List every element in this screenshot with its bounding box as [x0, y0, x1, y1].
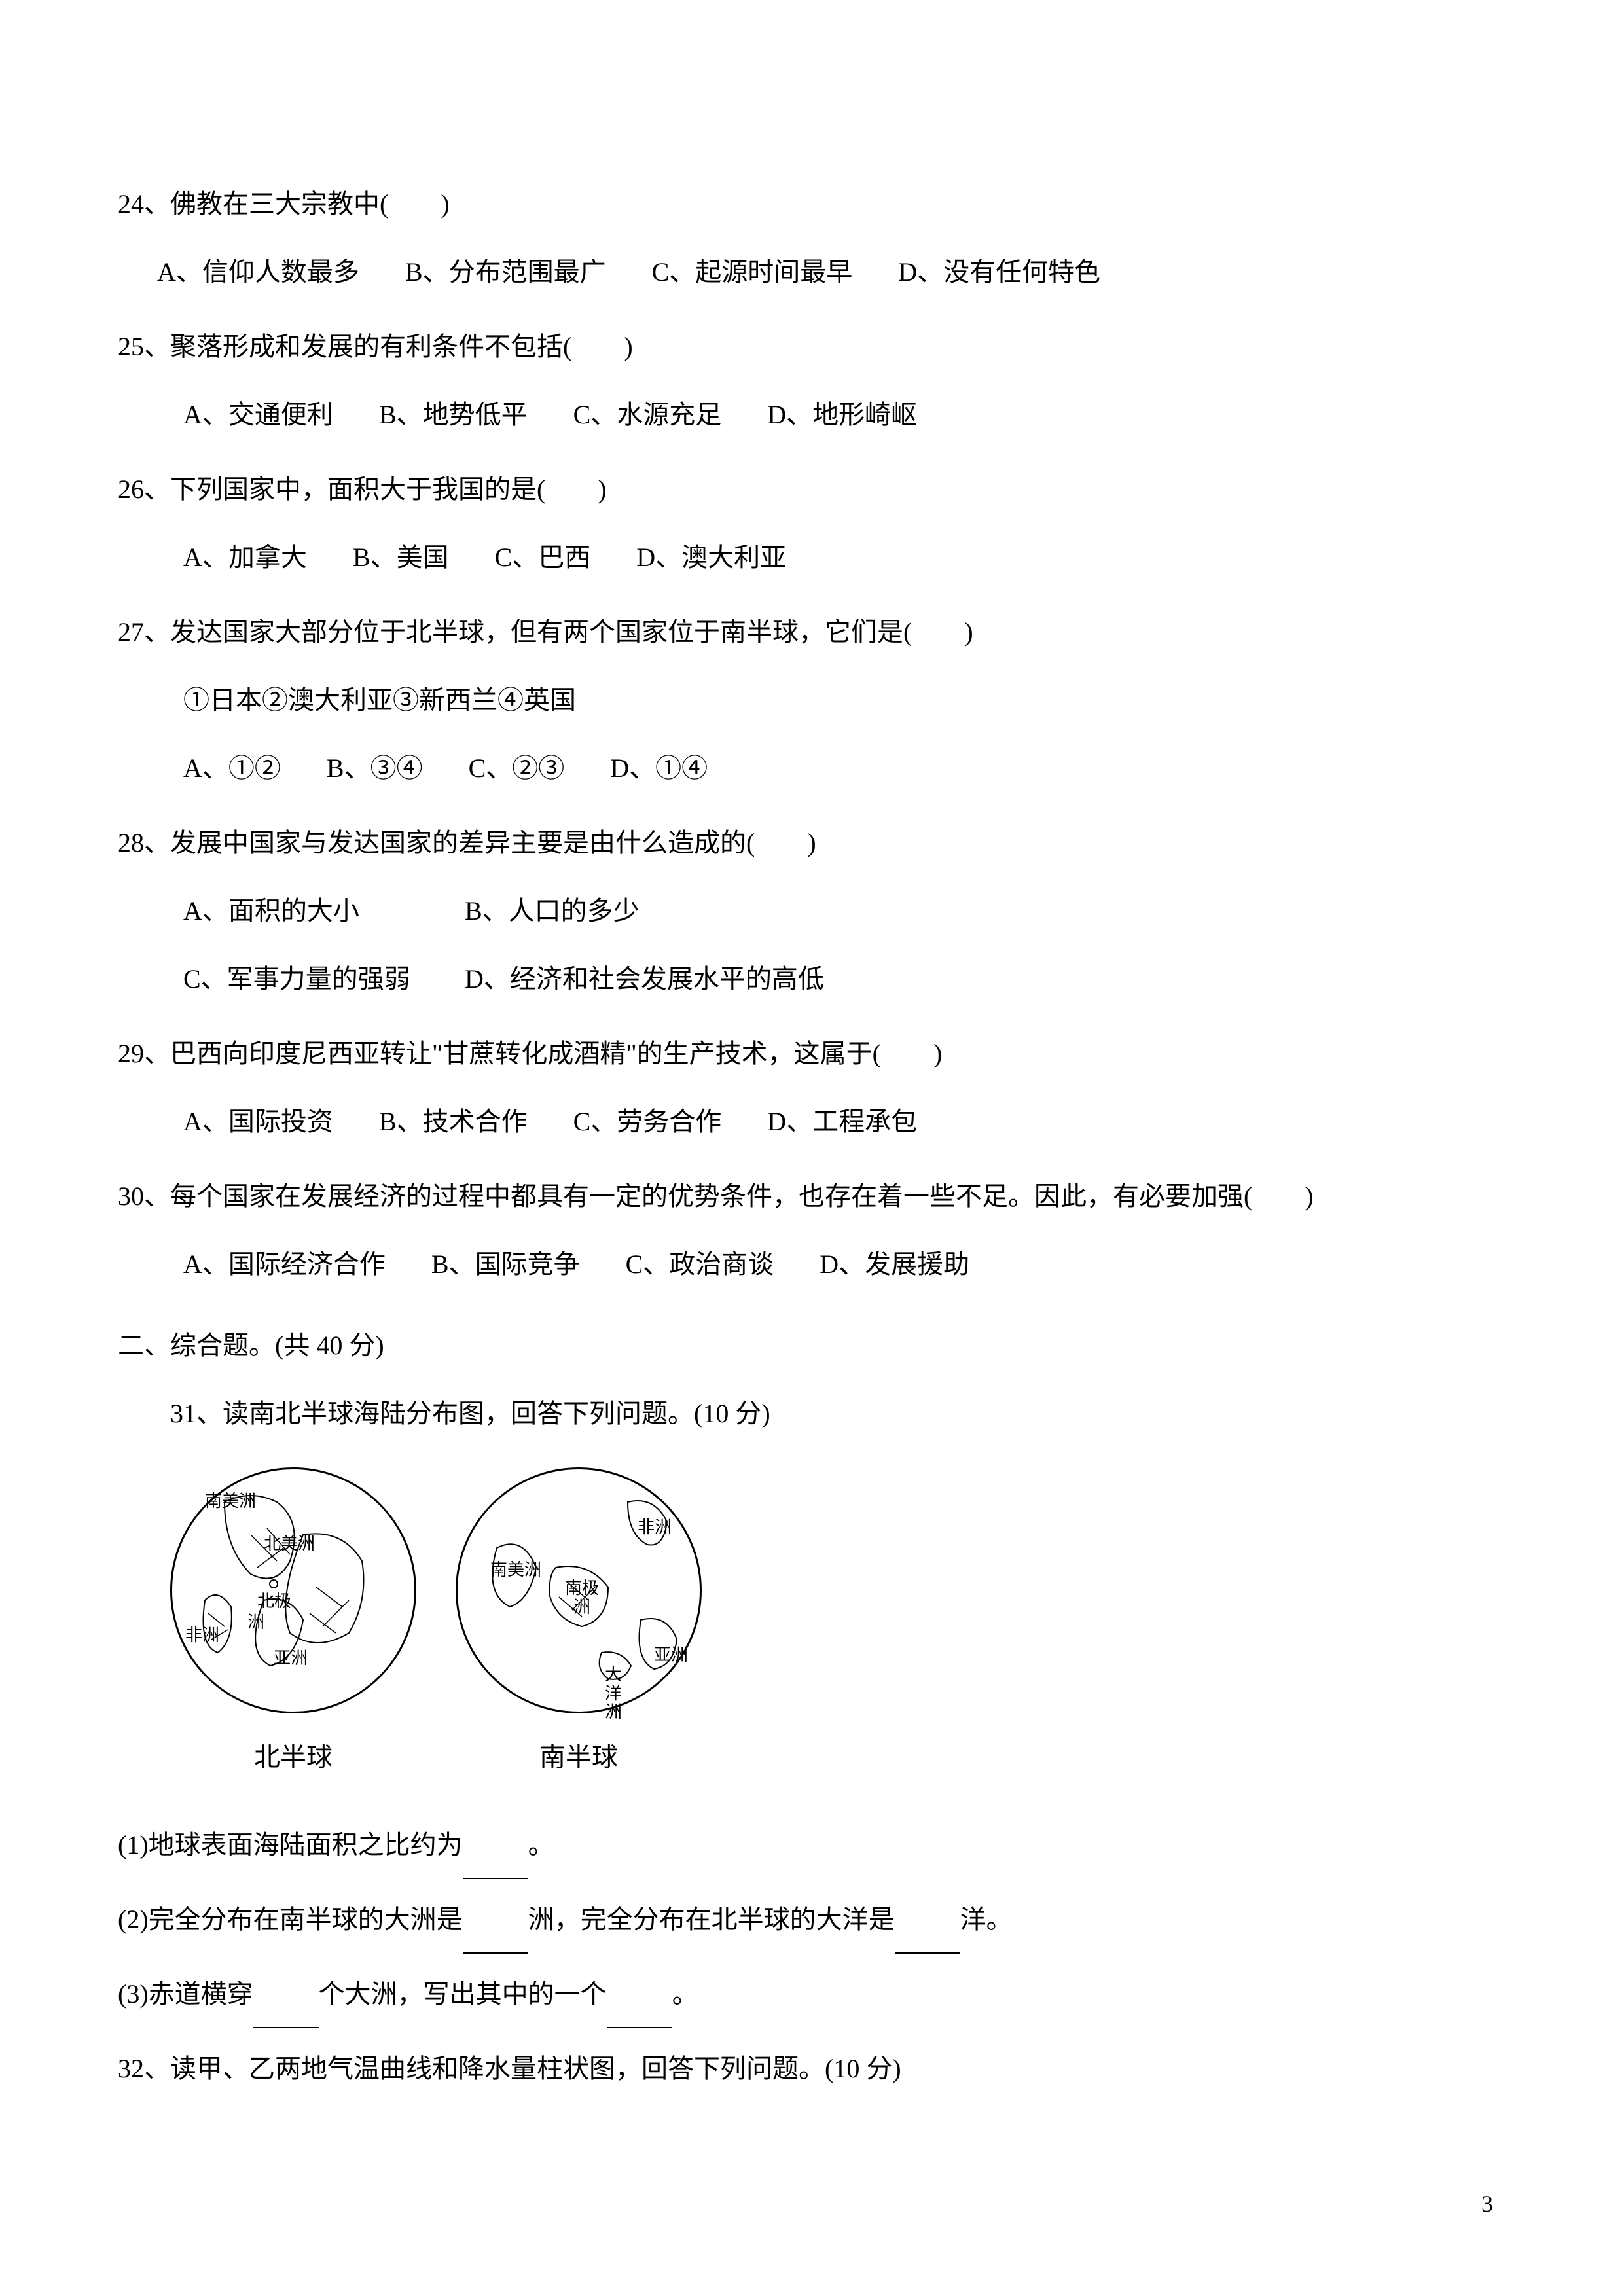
q31-sub3-blank1[interactable]	[253, 2001, 319, 2028]
north-label-as: 亚洲	[274, 1636, 308, 1681]
option-27-b: B、③④	[327, 734, 423, 802]
option-30-c: C、政治商谈	[626, 1230, 774, 1299]
option-26-a: A、加拿大	[183, 524, 307, 592]
north-hemisphere: 南美洲 北美洲 北极 洲 非洲 亚洲 北半球	[170, 1467, 416, 1791]
option-27-c: C、②③	[469, 734, 565, 802]
question-25-text: 25、聚落形成和发展的有利条件不包括( )	[118, 313, 1506, 381]
south-hemisphere-circle: 非洲 南美洲 南极洲 亚洲 大洋洲	[456, 1467, 702, 1713]
option-26-b: B、美国	[353, 524, 449, 592]
question-27-extra: ①日本②澳大利亚③新西兰④英国	[118, 666, 1506, 734]
question-26-options: A、加拿大 B、美国 C、巴西 D、澳大利亚	[118, 524, 1506, 592]
option-26-d: D、澳大利亚	[636, 524, 786, 592]
option-27-a: A、①②	[183, 734, 281, 802]
option-30-b: B、国际竞争	[431, 1230, 580, 1299]
question-27-options: A、①② B、③④ C、②③ D、①④	[118, 734, 1506, 802]
option-28-b: B、人口的多少	[465, 877, 640, 945]
page-number: 3	[1481, 2190, 1493, 2217]
north-hemisphere-label: 北半球	[254, 1723, 333, 1791]
question-29-text: 29、巴西向印度尼西亚转让"甘蔗转化成酒精"的生产技术，这属于( )	[118, 1020, 1506, 1088]
option-29-d: D、工程承包	[767, 1088, 917, 1156]
q31-sub2: (2)完全分布在南半球的大洲是 洲，完全分布在北半球的大洋是 洋。	[118, 1886, 1506, 1954]
south-label-au: 大洋洲	[605, 1666, 631, 1722]
south-label-sa: 南美洲	[490, 1548, 541, 1592]
option-30-d: D、发展援助	[820, 1230, 969, 1299]
question-27-text: 27、发达国家大部分位于北半球，但有两个国家位于南半球，它们是( )	[118, 598, 1506, 666]
option-28-c: C、军事力量的强弱	[183, 945, 419, 1013]
q31-sub2-post: 洋。	[960, 1905, 1013, 1934]
hemisphere-maps: 南美洲 北美洲 北极 洲 非洲 亚洲 北半球 非洲	[170, 1467, 1506, 1791]
option-25-b: B、地势低平	[379, 381, 528, 449]
question-30-text: 30、每个国家在发展经济的过程中都具有一定的优势条件，也存在着一些不足。因此，有…	[118, 1162, 1506, 1230]
option-28-d: D、经济和社会发展水平的高低	[465, 945, 824, 1013]
question-29: 29、巴西向印度尼西亚转让"甘蔗转化成酒精"的生产技术，这属于( ) A、国际投…	[118, 1020, 1506, 1156]
south-label-ant: 南极洲	[562, 1579, 602, 1617]
q31-sub3-blank2[interactable]	[607, 2001, 672, 2028]
q31-sub2-blank2[interactable]	[895, 1926, 960, 1954]
question-32-text: 32、读甲、乙两地气温曲线和降水量柱状图，回答下列问题。(10 分)	[118, 2035, 1506, 2103]
q31-sub3-pre: (3)赤道横穿	[118, 1979, 253, 2009]
north-hemisphere-circle: 南美洲 北美洲 北极 洲 非洲 亚洲	[170, 1467, 416, 1713]
south-label-af: 非洲	[638, 1505, 672, 1550]
question-31-text: 31、读南北半球海陆分布图，回答下列问题。(10 分)	[118, 1380, 1506, 1448]
question-25-options: A、交通便利 B、地势低平 C、水源充足 D、地形崎岖	[118, 381, 1506, 449]
question-24: 24、佛教在三大宗教中( ) A、信仰人数最多 B、分布范围最广 C、起源时间最…	[118, 170, 1506, 306]
question-26: 26、下列国家中，面积大于我国的是( ) A、加拿大 B、美国 C、巴西 D、澳…	[118, 456, 1506, 592]
q31-sub1-pre: (1)地球表面海陆面积之比约为	[118, 1830, 463, 1859]
question-28-text: 28、发展中国家与发达国家的差异主要是由什么造成的( )	[118, 809, 1506, 877]
south-hemisphere: 非洲 南美洲 南极洲 亚洲 大洋洲 南半球	[456, 1467, 702, 1791]
south-hemisphere-label: 南半球	[539, 1723, 618, 1791]
section-2-title: 二、综合题。(共 40 分)	[118, 1312, 1506, 1380]
q31-sub1-blank[interactable]	[463, 1852, 528, 1879]
south-label-as: 亚洲	[654, 1633, 688, 1677]
question-27: 27、发达国家大部分位于北半球，但有两个国家位于南半球，它们是( ) ①日本②澳…	[118, 598, 1506, 802]
question-28-options-row1: A、面积的大小 B、人口的多少	[118, 877, 1506, 945]
question-24-text: 24、佛教在三大宗教中( )	[118, 170, 1506, 238]
question-29-options: A、国际投资 B、技术合作 C、劳务合作 D、工程承包	[118, 1088, 1506, 1156]
option-29-c: C、劳务合作	[573, 1088, 722, 1156]
option-25-c: C、水源充足	[573, 381, 722, 449]
option-30-a: A、国际经济合作	[183, 1230, 386, 1299]
option-27-d: D、①④	[610, 734, 708, 802]
option-28-a: A、面积的大小	[183, 877, 419, 945]
question-30-options: A、国际经济合作 B、国际竞争 C、政治商谈 D、发展援助	[118, 1230, 1506, 1299]
north-label-na: 北美洲	[264, 1522, 315, 1566]
option-26-c: C、巴西	[495, 524, 591, 592]
question-28: 28、发展中国家与发达国家的差异主要是由什么造成的( ) A、面积的大小 B、人…	[118, 809, 1506, 1013]
question-28-options-row2: C、军事力量的强弱 D、经济和社会发展水平的高低	[118, 945, 1506, 1013]
option-29-b: B、技术合作	[379, 1088, 528, 1156]
north-label-eu: 洲	[247, 1600, 264, 1645]
option-24-d: D、没有任何特色	[898, 238, 1100, 306]
north-label-sa: 南美洲	[205, 1479, 256, 1524]
page-content: 24、佛教在三大宗教中( ) A、信仰人数最多 B、分布范围最广 C、起源时间最…	[0, 0, 1624, 2168]
option-25-d: D、地形崎岖	[767, 381, 917, 449]
q31-sub3-mid: 个大洲，写出其中的一个	[319, 1979, 607, 2009]
option-24-c: C、起源时间最早	[652, 238, 853, 306]
q31-sub3: (3)赤道横穿 个大洲，写出其中的一个 。	[118, 1960, 1506, 2028]
option-25-a: A、交通便利	[183, 381, 333, 449]
q31-sub2-mid: 洲，完全分布在北半球的大洋是	[528, 1905, 895, 1934]
north-label-af: 非洲	[185, 1613, 219, 1658]
q31-sub1: (1)地球表面海陆面积之比约为 。	[118, 1811, 1506, 1879]
option-24-a: A、信仰人数最多	[157, 238, 359, 306]
q31-sub2-blank1[interactable]	[463, 1926, 528, 1954]
q31-sub3-post: 。	[672, 1979, 698, 2009]
question-24-options: A、信仰人数最多 B、分布范围最广 C、起源时间最早 D、没有任何特色	[118, 238, 1506, 306]
question-30: 30、每个国家在发展经济的过程中都具有一定的优势条件，也存在着一些不足。因此，有…	[118, 1162, 1506, 1299]
question-26-text: 26、下列国家中，面积大于我国的是( )	[118, 456, 1506, 524]
option-24-b: B、分布范围最广	[405, 238, 606, 306]
q31-sub2-pre: (2)完全分布在南半球的大洲是	[118, 1905, 463, 1934]
q31-sub1-post: 。	[528, 1830, 554, 1859]
option-29-a: A、国际投资	[183, 1088, 333, 1156]
question-25: 25、聚落形成和发展的有利条件不包括( ) A、交通便利 B、地势低平 C、水源…	[118, 313, 1506, 449]
